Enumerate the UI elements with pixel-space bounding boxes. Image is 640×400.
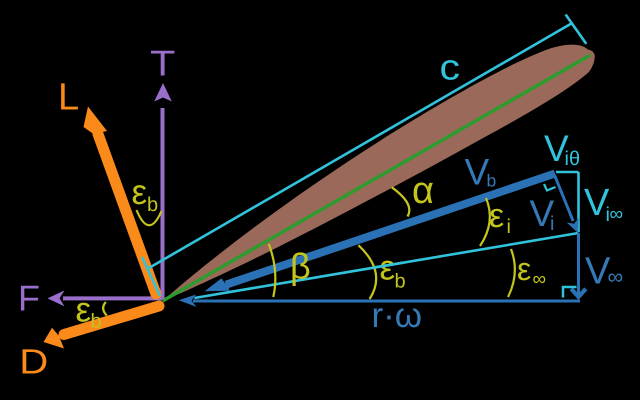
svg-text:c: c <box>440 47 461 88</box>
svg-text:iθ: iθ <box>565 148 581 170</box>
svg-text:ε: ε <box>76 291 92 330</box>
svg-text:r·ω: r·ω <box>372 296 423 335</box>
svg-text:L: L <box>58 77 79 119</box>
svg-text:b: b <box>91 311 102 333</box>
svg-text:b: b <box>395 271 406 293</box>
svg-text:ε: ε <box>132 173 148 212</box>
svg-text:F: F <box>18 277 40 318</box>
svg-text:i: i <box>606 204 610 226</box>
svg-text:i: i <box>550 213 554 235</box>
svg-text:T: T <box>150 42 175 83</box>
svg-text:V: V <box>530 193 555 234</box>
svg-text:i: i <box>507 216 511 238</box>
svg-text:b: b <box>487 171 497 191</box>
svg-text:∞: ∞ <box>610 204 624 225</box>
svg-text:V: V <box>544 128 569 169</box>
svg-text:α: α <box>412 170 434 212</box>
svg-text:∞: ∞ <box>533 269 547 290</box>
svg-text:V: V <box>584 182 610 224</box>
svg-text:ε: ε <box>489 197 504 235</box>
svg-text:V: V <box>465 152 490 193</box>
svg-text:β: β <box>290 245 311 286</box>
svg-text:D: D <box>19 342 48 381</box>
svg-text:V: V <box>585 251 611 293</box>
svg-text:ε: ε <box>517 251 531 287</box>
svg-text:ε: ε <box>380 249 396 288</box>
svg-text:b: b <box>147 194 158 216</box>
svg-text:∞: ∞ <box>608 264 624 289</box>
